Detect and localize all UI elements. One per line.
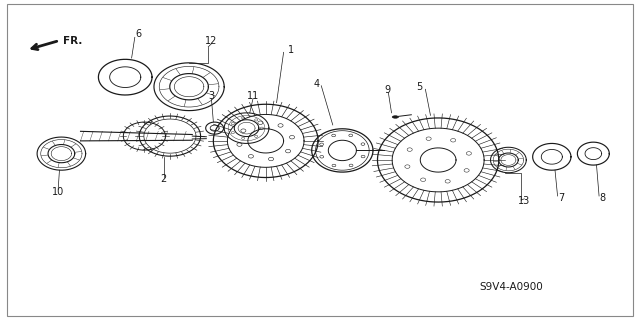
Text: 4: 4 [314,78,320,89]
Text: S9V4-A0900: S9V4-A0900 [480,283,543,292]
Text: 5: 5 [416,82,422,92]
Text: 9: 9 [384,85,390,95]
Text: 6: 6 [135,29,141,39]
Text: FR.: FR. [63,36,83,46]
Text: 10: 10 [52,187,64,197]
Text: 1: 1 [288,45,294,55]
Text: 11: 11 [247,91,259,101]
Text: 7: 7 [558,193,564,203]
Ellipse shape [392,116,399,118]
Text: 2: 2 [161,174,166,184]
Text: 13: 13 [518,196,531,206]
Text: 12: 12 [205,36,218,45]
Text: 8: 8 [600,193,606,203]
Text: 3: 3 [209,91,214,101]
